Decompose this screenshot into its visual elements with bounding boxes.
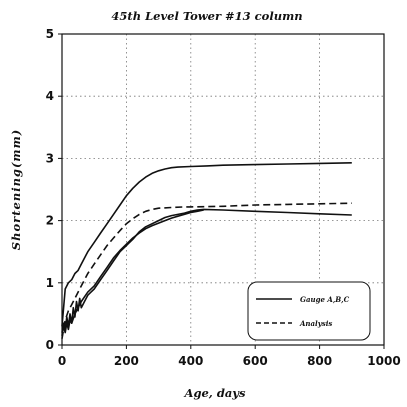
legend: Gauge A,B,C Analysis [247,281,371,341]
y-axis: 0 1 2 3 4 5 [46,27,62,352]
y-tick-label: 0 [46,338,54,352]
x-tick-label: 800 [307,354,332,368]
x-tick-label: 600 [243,354,268,368]
series-line-3 [61,202,352,339]
legend-box [247,281,371,341]
y-tick-label: 3 [46,151,54,165]
series-line-0 [61,208,352,333]
x-tick-label: 200 [114,354,139,368]
series-line-1 [61,162,352,327]
y-tick-label: 1 [46,276,54,290]
chart-title: 45th Level Tower #13 column [111,9,302,23]
y-axis-label: Shortening(mm) [9,129,23,250]
legend-label-0: Gauge A,B,C [300,295,350,304]
series-line-2 [61,209,204,336]
y-tick-label: 5 [46,27,54,41]
series-layer [61,162,352,339]
x-axis: 0 200 400 600 800 1000 [58,345,401,368]
x-axis-label: Age, days [184,386,246,400]
x-tick-label: 1000 [367,354,400,368]
x-tick-label: 400 [178,354,203,368]
plot-frame [61,33,385,346]
y-tick-label: 2 [46,214,54,228]
legend-label-1: Analysis [299,319,332,328]
y-tick-label: 4 [46,89,54,103]
x-tick-label: 0 [58,354,66,368]
